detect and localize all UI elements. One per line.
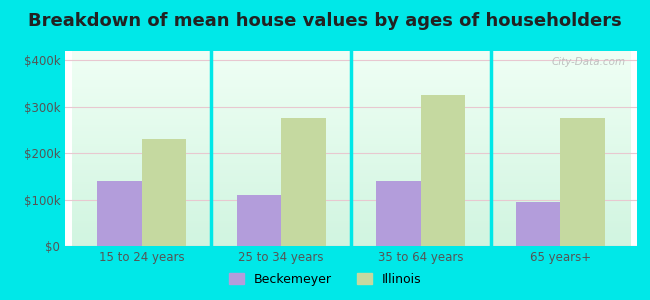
Bar <box>421 95 465 246</box>
Bar <box>515 202 560 246</box>
Bar <box>97 181 142 246</box>
Legend: Beckemeyer, Illinois: Beckemeyer, Illinois <box>224 268 426 291</box>
Bar <box>560 118 605 246</box>
Bar <box>237 195 281 246</box>
Text: Breakdown of mean house values by ages of householders: Breakdown of mean house values by ages o… <box>28 12 622 30</box>
Bar <box>142 139 187 246</box>
Bar <box>281 118 326 246</box>
Bar <box>376 181 421 246</box>
Text: City-Data.com: City-Data.com <box>551 57 625 67</box>
